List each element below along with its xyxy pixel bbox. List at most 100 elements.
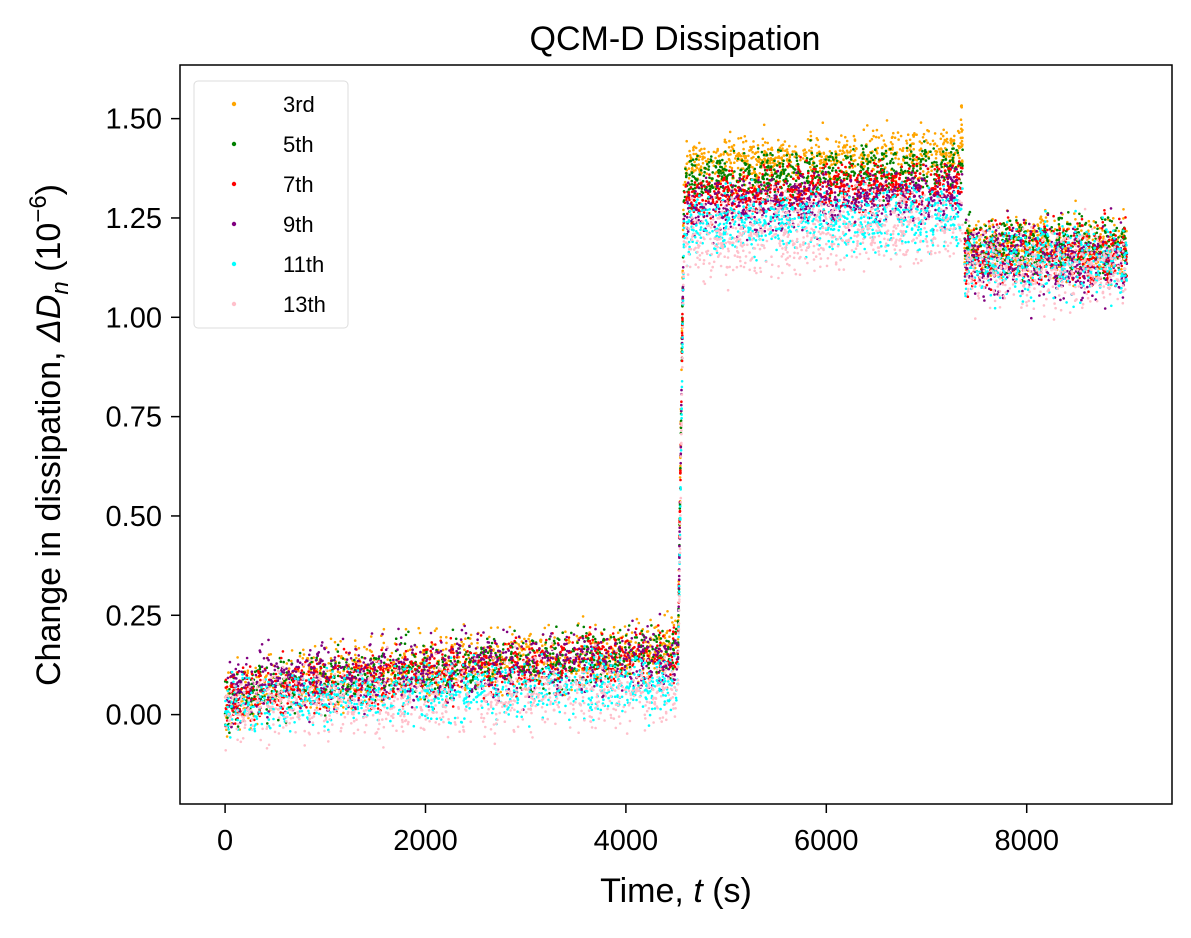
data-point (519, 654, 522, 658)
data-point (672, 623, 676, 627)
data-point (684, 167, 687, 171)
data-point (876, 152, 879, 155)
data-point (865, 158, 869, 161)
data-point (831, 156, 834, 159)
data-point (404, 649, 408, 653)
data-point (782, 172, 786, 175)
data-point (669, 673, 672, 676)
data-point (880, 134, 883, 137)
data-point (1044, 216, 1048, 219)
data-point (685, 172, 688, 175)
data-point (700, 152, 704, 155)
data-point (988, 225, 992, 228)
data-point (1042, 222, 1046, 226)
data-point (633, 645, 636, 649)
data-point (272, 672, 276, 676)
data-point (512, 652, 515, 655)
data-point (967, 213, 971, 216)
data-point (265, 708, 269, 711)
data-point (1060, 216, 1064, 220)
data-point (656, 644, 659, 647)
data-point (877, 136, 881, 139)
data-point (575, 672, 578, 675)
data-point (544, 641, 548, 644)
data-point (407, 630, 410, 634)
data-point (307, 673, 311, 677)
data-point (968, 224, 971, 228)
data-point (781, 143, 785, 146)
data-point (818, 152, 821, 156)
data-point (523, 665, 526, 668)
data-point (897, 138, 900, 141)
data-point (918, 140, 922, 143)
data-point (436, 683, 440, 687)
data-point (688, 153, 692, 157)
data-point (1046, 239, 1050, 243)
data-point (831, 169, 834, 172)
data-point (898, 148, 902, 151)
data-point (690, 167, 694, 170)
data-point (845, 139, 849, 143)
data-point (360, 656, 364, 659)
data-point (588, 626, 592, 629)
data-point (970, 229, 973, 232)
data-point (441, 648, 445, 652)
data-point (449, 651, 453, 654)
data-point (794, 179, 798, 182)
data-point (666, 629, 669, 633)
data-point (298, 651, 302, 655)
data-point (1122, 208, 1125, 211)
data-point (872, 154, 876, 157)
data-point (745, 167, 749, 171)
data-point (718, 161, 722, 165)
data-point (468, 663, 471, 667)
data-point (282, 660, 286, 664)
data-point (363, 645, 366, 649)
data-point (749, 145, 752, 149)
data-point (714, 165, 717, 168)
data-point (662, 652, 666, 656)
data-point (509, 646, 512, 649)
data-point (535, 649, 539, 652)
data-point (635, 636, 639, 639)
data-point (728, 158, 731, 162)
data-point (727, 146, 731, 149)
data-point (393, 673, 397, 677)
data-point (830, 151, 833, 155)
data-point (920, 154, 924, 158)
data-point (953, 151, 957, 155)
data-point (722, 153, 725, 156)
data-point (1113, 223, 1116, 227)
data-point (685, 162, 689, 165)
data-point (567, 636, 571, 639)
data-point (939, 137, 943, 141)
data-point (593, 663, 597, 667)
data-point (366, 668, 369, 672)
data-point (404, 655, 407, 659)
data-point (842, 158, 845, 161)
data-point (501, 658, 504, 661)
data-point (382, 661, 386, 665)
data-point (965, 229, 969, 232)
data-point (638, 632, 642, 635)
data-point (637, 621, 641, 625)
data-point (528, 640, 532, 643)
data-point (561, 671, 564, 675)
data-point (1015, 219, 1018, 222)
data-point (937, 147, 941, 151)
data-point (977, 239, 981, 242)
data-point (771, 153, 774, 157)
data-point (554, 667, 557, 671)
data-point (945, 131, 948, 134)
data-point (381, 646, 384, 650)
data-point (940, 132, 943, 136)
data-point (374, 657, 378, 660)
data-point (905, 161, 909, 165)
data-point (892, 153, 895, 156)
data-point (933, 132, 937, 135)
data-point (491, 672, 494, 676)
data-point (659, 641, 662, 644)
data-point (597, 641, 600, 644)
data-point (939, 153, 942, 156)
data-point (874, 156, 877, 160)
